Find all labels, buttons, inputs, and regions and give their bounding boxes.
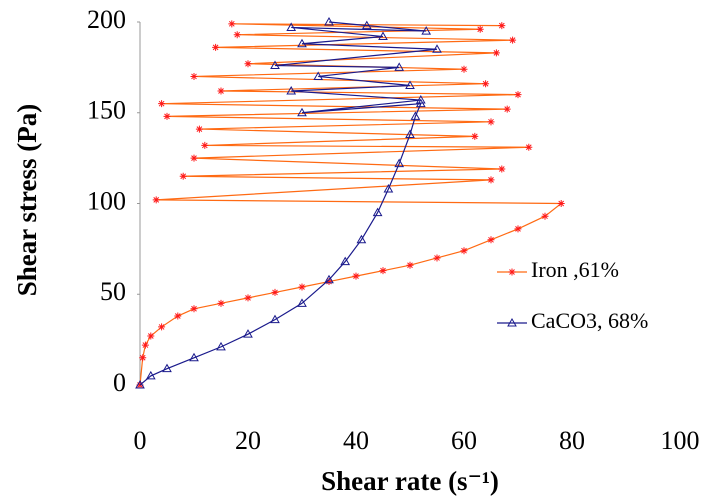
data-point	[297, 107, 307, 117]
data-point	[421, 26, 432, 35]
data-point	[139, 354, 147, 362]
data-point	[174, 312, 182, 320]
legend-label: Iron ,61%	[531, 257, 619, 282]
legend-marker	[508, 268, 516, 276]
data-point	[297, 298, 307, 307]
y-tick-label: 100	[87, 186, 126, 215]
data-point	[405, 129, 415, 139]
data-point	[432, 44, 442, 53]
data-point	[406, 261, 414, 269]
data-point	[514, 91, 522, 99]
data-point	[415, 95, 426, 104]
y-tick-label: 50	[100, 277, 126, 306]
data-point	[324, 16, 334, 26]
data-point	[325, 278, 333, 286]
x-tick-label: 100	[661, 426, 700, 455]
data-point	[394, 62, 405, 71]
x-tick-label: 20	[235, 426, 261, 455]
data-point	[394, 158, 405, 168]
data-point	[503, 105, 511, 113]
data-point	[525, 143, 533, 151]
data-point	[190, 72, 198, 80]
data-point	[179, 172, 187, 180]
data-point	[190, 305, 198, 313]
y-tick-label: 0	[113, 368, 126, 397]
data-point	[460, 247, 468, 255]
data-point	[471, 132, 479, 140]
data-point	[147, 332, 155, 340]
data-point	[216, 341, 226, 351]
data-point	[212, 43, 220, 51]
x-axis-title: Shear rate (s⁻¹)	[321, 466, 499, 496]
data-point	[460, 65, 468, 73]
data-point	[557, 200, 565, 207]
data-point	[270, 314, 280, 324]
data-point	[361, 20, 372, 30]
data-point	[195, 125, 203, 133]
data-point	[405, 80, 415, 90]
data-point	[271, 288, 279, 296]
data-point	[217, 87, 225, 95]
data-point	[498, 165, 506, 173]
data-point	[270, 60, 280, 70]
data-point	[298, 283, 306, 291]
data-point	[141, 341, 149, 349]
data-point	[372, 207, 383, 217]
data-point	[145, 370, 156, 380]
data-point	[410, 111, 421, 120]
data-point	[509, 36, 517, 44]
y-tick-label: 150	[87, 96, 126, 125]
data-point	[487, 236, 495, 244]
data-point	[217, 299, 225, 307]
data-point	[135, 379, 145, 389]
data-point	[201, 141, 209, 149]
data-point	[324, 274, 334, 284]
series-line	[139, 23, 563, 386]
data-point	[340, 256, 351, 266]
data-point	[158, 323, 166, 331]
data-point	[233, 31, 241, 39]
data-point	[158, 100, 166, 108]
data-point	[379, 267, 387, 275]
data-point	[286, 22, 297, 31]
x-tick-label: 0	[134, 426, 147, 455]
series-line	[139, 21, 438, 386]
data-point	[352, 272, 360, 280]
data-point	[244, 60, 252, 68]
data-point	[487, 176, 495, 184]
x-tick-label: 40	[343, 426, 369, 455]
data-point	[189, 352, 199, 362]
data-point	[163, 112, 171, 120]
data-point	[313, 71, 324, 80]
data-point	[476, 25, 484, 33]
data-point	[152, 196, 160, 204]
data-point	[378, 31, 388, 41]
data-point	[433, 254, 441, 262]
legend-label: CaCO3, 68%	[531, 308, 648, 333]
data-point	[514, 225, 522, 233]
data-point	[162, 363, 172, 373]
data-point	[498, 22, 506, 30]
x-tick-label: 80	[559, 426, 585, 455]
data-point	[487, 118, 495, 126]
data-point	[482, 80, 490, 88]
data-point	[244, 294, 252, 302]
x-tick-label: 60	[451, 426, 477, 455]
data-point	[356, 234, 367, 244]
data-point	[383, 183, 394, 193]
data-point	[190, 154, 198, 162]
y-axis-title: Shear stress (Pa)	[12, 104, 42, 296]
data-point	[492, 49, 500, 57]
data-point	[541, 212, 549, 220]
y-tick-label: 200	[87, 5, 126, 34]
data-point	[286, 85, 297, 95]
data-point	[243, 329, 253, 338]
legend-marker	[507, 317, 517, 327]
data-point	[297, 38, 307, 48]
data-point	[228, 20, 236, 28]
